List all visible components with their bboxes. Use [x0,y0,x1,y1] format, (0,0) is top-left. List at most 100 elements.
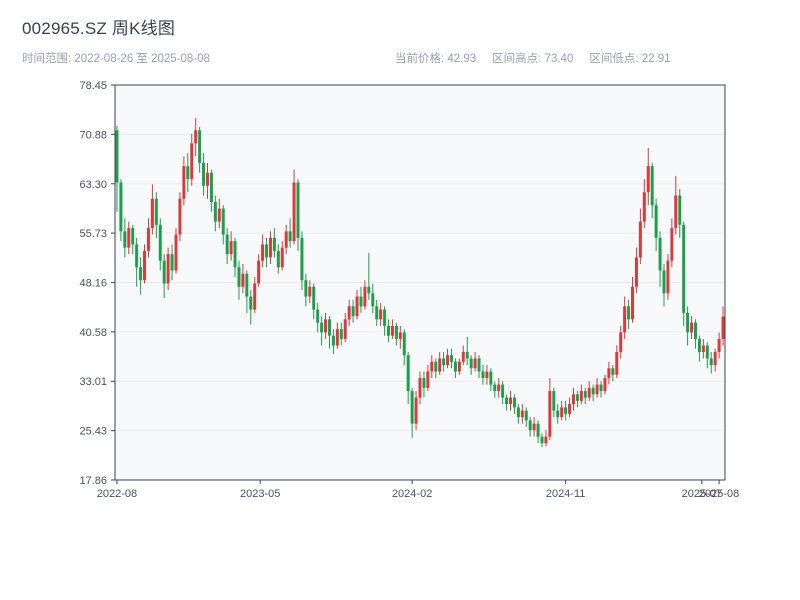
candle-body [320,322,324,333]
candle-body [143,250,147,281]
candle-body [135,244,139,268]
candle-body [217,208,221,222]
axes-frame [114,84,726,481]
candle-body [646,166,650,193]
candle-body [178,198,182,235]
candle-body [288,231,292,242]
range-high-stat: 区间高点: 73.40 [492,53,574,65]
candle-body [717,338,721,352]
candle-body [166,254,170,284]
candle-body [516,407,520,418]
candle-body [678,195,682,225]
candle-body [430,361,434,372]
candle-body [489,371,493,385]
candle-body [674,195,678,229]
candle-body [115,130,119,183]
candle-body [607,368,611,379]
candle-body [713,351,717,366]
x-tick-label: 2023-05 [240,488,280,500]
y-tick-label: 78.45 [79,80,107,92]
candle-body [225,234,229,255]
candle-body [623,306,627,333]
candle-body [131,228,135,245]
candle-body [520,410,524,418]
candle-body [682,224,686,313]
candle-body [327,319,331,336]
candle-body [477,358,481,372]
candle-body [241,273,245,287]
candle-body [634,257,638,287]
candle-body [536,423,540,437]
candle-body [560,407,564,418]
stats-row: 当前价格: 42.93 区间高点: 73.40 区间低点: 22.91 [395,50,671,66]
candle-body [422,378,426,388]
candle-body [721,316,725,339]
y-tick-label: 25.43 [79,426,107,438]
candle-body [627,306,631,320]
x-tick-label: 2022-08 [97,488,137,500]
candle-body [390,325,394,336]
candle-body [595,384,599,395]
candle-body [182,166,186,199]
candle-body [343,319,347,339]
candle-body [579,391,583,401]
candle-body [662,270,666,294]
y-tick-label: 40.58 [79,327,107,339]
candle-body [686,312,690,333]
candle-body [221,208,225,235]
candle-body [292,182,296,242]
candle-body [650,166,654,206]
candle-body [512,397,516,408]
candle-body [619,332,623,352]
candle-body [347,306,351,320]
candle-body [398,332,402,339]
candle-body [194,130,198,144]
candle-body [631,286,635,320]
candle-body [568,404,572,414]
candle-body [666,260,670,294]
candle-body [638,221,642,258]
candle-body [540,436,544,444]
candle-body [701,345,705,352]
candle-body [528,420,532,431]
candle-body [394,325,398,339]
x-tick-label: 2024-11 [546,488,586,500]
candle-body [442,358,446,366]
candle-body [383,309,387,326]
candle-body [284,231,288,248]
candle-body [229,241,233,255]
y-tick-label: 70.88 [79,129,107,141]
candle-body [509,397,513,405]
candle-body [654,205,658,238]
candle-body [587,387,591,398]
y-tick-label: 33.01 [79,376,107,388]
candle-body [202,162,206,186]
candle-body [571,394,575,405]
candle-body [658,237,662,271]
candle-body [603,378,607,392]
candle-body [351,306,355,317]
candle-body [209,172,213,203]
candle-body [363,286,367,307]
candle-body [245,273,249,297]
candle-body [233,241,237,268]
candle-body [139,267,143,281]
range-low-stat: 区间低点: 22.91 [589,53,671,65]
candle-body [268,237,272,258]
candle-body [575,394,579,401]
candle-body [485,371,489,379]
candle-body [335,329,339,346]
candle-body [371,293,375,307]
candle-body [406,355,410,392]
candle-body [127,228,131,248]
candle-body [300,237,304,281]
candle-body [469,358,473,369]
candle-body [548,391,552,437]
candle-body [237,267,241,287]
candle-body [446,355,450,366]
candle-body [170,254,174,271]
candle-body [304,280,308,297]
candle-body [591,387,595,395]
candle-body [670,228,674,261]
current-price-stat: 当前价格: 42.93 [395,53,477,65]
